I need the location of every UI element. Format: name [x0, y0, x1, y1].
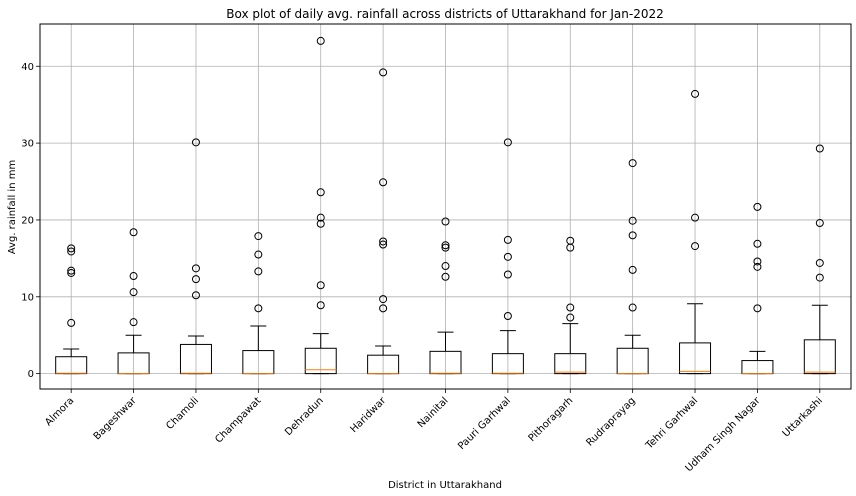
- outlier-point: [628, 159, 637, 168]
- outlier-point: [191, 264, 200, 273]
- y-tick-label: 10: [21, 292, 34, 303]
- y-tick-label: 30: [21, 139, 34, 150]
- outlier-point: [254, 232, 263, 241]
- outlier-point: [316, 281, 325, 290]
- outlier-point: [815, 273, 824, 282]
- box-rudraprayag: [616, 159, 649, 375]
- outlier-point: [254, 250, 263, 259]
- box-tehri-garhwal: [679, 89, 712, 375]
- box-udham-singh-nagar: [741, 202, 774, 375]
- outlier-point: [566, 313, 575, 322]
- outlier-point: [753, 257, 762, 266]
- grid-lines: [40, 24, 851, 389]
- outlier-point: [628, 265, 637, 274]
- outlier-point: [316, 188, 325, 197]
- outlier-point: [503, 235, 512, 244]
- outlier-point: [67, 268, 76, 277]
- box-pithoragarh: [554, 236, 587, 375]
- outlier-point: [441, 241, 450, 250]
- outlier-point: [628, 231, 637, 240]
- outlier-point: [254, 267, 263, 276]
- plot-frame: [39, 23, 852, 390]
- outlier-point: [379, 68, 388, 77]
- box-chamoli: [179, 138, 212, 375]
- box-series: [55, 36, 836, 375]
- y-axis-label: Avg. rainfall in mm: [7, 160, 18, 254]
- outlier-point: [67, 318, 76, 327]
- x-axis-label: District in Uttarakhand: [388, 480, 502, 491]
- box-nainital: [429, 217, 462, 375]
- outlier-point: [753, 202, 762, 211]
- outlier-point: [503, 312, 512, 320]
- outlier-point: [316, 301, 325, 310]
- outlier-point: [628, 216, 637, 225]
- outlier-point: [379, 178, 388, 187]
- outlier-point: [191, 275, 200, 284]
- outlier-point: [67, 244, 76, 253]
- box-uttarkashi: [803, 144, 836, 375]
- outlier-point: [254, 304, 263, 313]
- outlier-point: [628, 303, 637, 312]
- box-body: [304, 347, 337, 375]
- outlier-point: [566, 236, 575, 245]
- outlier-point: [691, 89, 700, 98]
- outlier-point: [441, 272, 450, 281]
- box-pauri-garhwal: [491, 138, 524, 375]
- outlier-point: [441, 262, 450, 271]
- box-almora: [55, 244, 88, 375]
- outlier-point: [316, 36, 325, 45]
- outlier-point: [379, 240, 388, 249]
- outlier-point: [441, 217, 450, 226]
- outlier-point: [316, 213, 325, 222]
- outlier-point: [503, 270, 512, 279]
- outlier-point: [316, 219, 325, 228]
- outlier-point: [691, 242, 700, 251]
- box-body: [554, 353, 587, 375]
- box-body: [679, 342, 712, 375]
- outlier-point: [129, 288, 138, 297]
- box-champawat: [242, 232, 275, 375]
- outlier-point: [379, 304, 388, 313]
- outlier-point: [379, 237, 388, 246]
- outlier-point: [753, 239, 762, 248]
- outlier-point: [191, 291, 200, 300]
- y-tick-label: 0: [28, 369, 34, 380]
- outlier-point: [566, 303, 575, 312]
- outlier-point: [815, 144, 824, 153]
- outlier-point: [129, 272, 138, 281]
- outlier-point: [441, 243, 450, 252]
- outlier-point: [67, 247, 76, 256]
- outlier-point: [129, 228, 138, 237]
- box-body: [803, 339, 836, 375]
- y-tick-label: 40: [21, 62, 34, 73]
- outlier-point: [503, 138, 512, 147]
- outlier-point: [67, 266, 76, 275]
- outlier-point: [753, 262, 762, 271]
- outlier-point: [379, 295, 388, 304]
- box-bageshwar: [117, 228, 150, 375]
- y-axis: 0 10 20 30 40: [21, 62, 40, 380]
- outlier-point: [191, 138, 200, 147]
- outlier-point: [691, 213, 700, 222]
- box-dehradun: [304, 36, 337, 375]
- outlier-point: [815, 258, 824, 267]
- box-haridwar: [367, 68, 400, 375]
- outlier-point: [503, 252, 512, 261]
- outlier-point: [753, 304, 762, 313]
- y-tick-label: 20: [21, 215, 34, 226]
- outlier-point: [129, 318, 138, 327]
- outlier-point: [815, 219, 824, 228]
- chart-title: Box plot of daily avg. rainfall across d…: [226, 7, 664, 21]
